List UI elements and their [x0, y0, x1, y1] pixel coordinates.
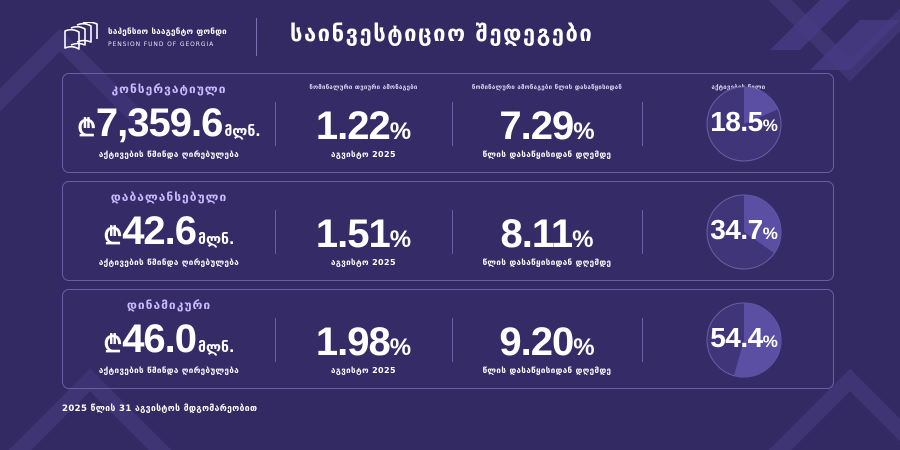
lari-icon: ₾	[103, 330, 123, 358]
ytd-return: 8.11%	[452, 212, 642, 257]
ytd-return-caption: წლის დასაწყისიდან დღემდე	[482, 258, 612, 267]
asset-share-pie-slice	[744, 87, 778, 124]
ytd-return-heading: ნომინალური ამონაგები წლის დასაწყისიდან	[471, 84, 623, 91]
fund-panel-conservative: კონსერვატიული ₾7,359.6 მლნ. აქტივების წმი…	[62, 73, 834, 173]
ytd-return-caption: წლის დასაწყისიდან დღემდე	[482, 150, 612, 159]
asset-share-pie-slice	[733, 303, 781, 377]
monthly-return-heading: ნომინალური თვიური ამონაგები	[309, 84, 418, 91]
percent-sign: %	[573, 118, 595, 145]
fund-name: დინამიკური	[126, 298, 212, 312]
percent-sign: %	[389, 118, 412, 145]
percent-sign: %	[389, 226, 412, 253]
page-header: საპენსიო სააგენტო ფონდი PENSION FUND OF …	[0, 0, 900, 72]
column-divider	[275, 318, 276, 362]
monthly-return-value: 1.22	[315, 104, 391, 148]
column-divider	[642, 318, 643, 362]
asset-share: 34.7%	[704, 214, 784, 246]
asset-amount: 46.0	[122, 317, 197, 361]
ytd-return-value: 9.20	[499, 320, 574, 364]
logo-name-english: PENSION FUND OF GEORGIA	[108, 41, 215, 48]
asset-unit: მლნ.	[198, 232, 235, 248]
column-divider	[452, 318, 453, 362]
monthly-return-caption: აგვისტო 2025	[331, 258, 396, 267]
as-of-date-footnote: 2025 წლის 31 აგვისტოს მდგომარეობით	[62, 404, 258, 414]
percent-sign: %	[573, 334, 595, 361]
asset-unit: მლნ.	[224, 124, 261, 140]
asset-share-value: 18.5	[710, 106, 763, 137]
percent-sign: %	[762, 332, 778, 351]
monthly-return: 1.51%	[275, 212, 452, 257]
asset-amount: 7,359.6	[95, 101, 223, 145]
monthly-return: 1.98%	[275, 320, 452, 365]
asset-share: 54.4%	[704, 322, 784, 354]
column-divider	[452, 210, 453, 254]
percent-sign: %	[762, 224, 778, 243]
asset-share-value: 34.7	[710, 214, 763, 245]
pension-fund-logo: საპენსიო სააგენტო ფონდი PENSION FUND OF …	[62, 22, 242, 54]
asset-share-pie	[706, 86, 782, 162]
net-asset-value: ₾7,359.6 მლნ.	[63, 101, 275, 146]
lari-icon: ₾	[77, 114, 96, 142]
percent-sign: %	[762, 116, 778, 135]
asset-caption: აქტივების წმინდა ღირებულება	[98, 258, 240, 267]
ytd-return: 9.20%	[452, 320, 642, 365]
percent-sign: %	[389, 334, 412, 361]
column-divider	[642, 102, 643, 146]
ytd-return-value: 8.11	[500, 212, 574, 256]
fund-panel-balanced: დაბალანსებული ₾42.6 მლნ. აქტივების წმინდა…	[62, 181, 834, 281]
ytd-return-value: 7.29	[499, 104, 574, 148]
asset-amount: 42.6	[122, 209, 197, 253]
column-divider	[452, 102, 453, 146]
monthly-return-value: 1.98	[315, 320, 391, 364]
page-title: საინვესტიციო შედეგები	[290, 22, 594, 47]
monthly-return: 1.22%	[275, 104, 452, 149]
fund-name: კონსერვატიული	[111, 82, 227, 96]
asset-unit: მლნ.	[198, 340, 235, 356]
column-divider	[642, 210, 643, 254]
net-asset-value: ₾46.0 მლნ.	[63, 317, 275, 362]
asset-share-pie	[706, 302, 782, 378]
asset-caption: აქტივების წმინდა ღირებულება	[98, 150, 240, 159]
asset-share: 18.5%	[704, 106, 784, 138]
asset-caption: აქტივების წმინდა ღირებულება	[98, 366, 240, 375]
pension-fund-logo-icon	[64, 22, 98, 50]
fund-name: დაბალანსებული	[110, 190, 228, 204]
monthly-return-caption: აგვისტო 2025	[331, 366, 396, 375]
ytd-return: 7.29%	[452, 104, 642, 149]
logo-name-georgian: საპენსიო სააგენტო ფონდი	[108, 27, 227, 36]
percent-sign: %	[572, 226, 594, 253]
column-divider	[275, 102, 276, 146]
monthly-return-caption: აგვისტო 2025	[331, 150, 396, 159]
lari-icon: ₾	[103, 222, 123, 250]
column-divider	[275, 210, 276, 254]
asset-share-value: 54.4	[710, 322, 763, 353]
net-asset-value: ₾42.6 მლნ.	[63, 209, 275, 254]
ytd-return-caption: წლის დასაწყისიდან დღემდე	[482, 366, 612, 375]
monthly-return-value: 1.51	[315, 212, 391, 256]
asset-share-pie	[706, 194, 782, 270]
fund-panel-dynamic: დინამიკური ₾46.0 მლნ. აქტივების წმინდა ღი…	[62, 289, 834, 389]
asset-share-pie-slice	[744, 195, 782, 254]
header-divider	[256, 18, 257, 56]
